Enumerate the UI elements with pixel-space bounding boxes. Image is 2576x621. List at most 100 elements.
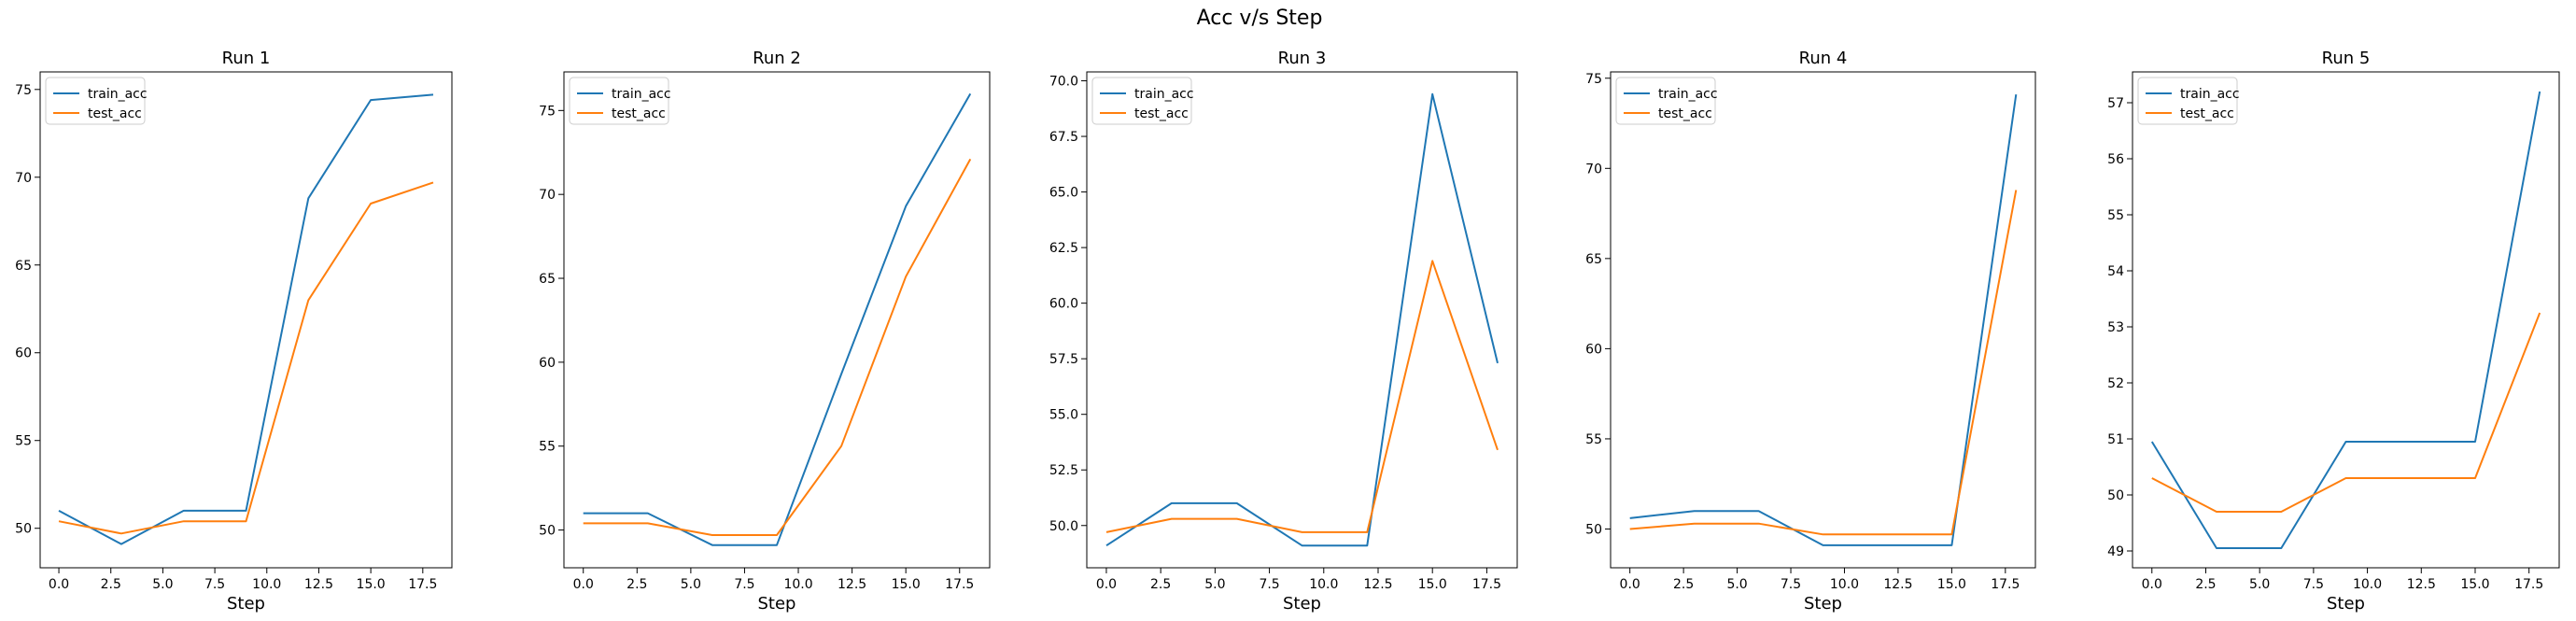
legend-label-train_acc: train_acc bbox=[1134, 87, 1194, 102]
chart-panel-4: Run 4 0.0 2.5 5.0 7.5 10.0 12.5 15.0 17.5 50 55 60 6… bbox=[1585, 49, 2036, 614]
y-tick-label: 51 bbox=[2107, 432, 2124, 447]
panel-title: Run 5 bbox=[2322, 49, 2371, 68]
x-tick-label: 17.5 bbox=[945, 577, 974, 592]
x-tick-label: 0.0 bbox=[573, 577, 594, 592]
legend: train_acc test_acc bbox=[45, 77, 148, 125]
figure-title: Acc v/s Step bbox=[1197, 7, 1323, 30]
legend-label-train_acc: train_acc bbox=[1658, 87, 1718, 102]
legend-label-test_acc: test_acc bbox=[1658, 106, 1712, 121]
legend-label-test_acc: test_acc bbox=[2180, 106, 2234, 121]
plot-area-frame bbox=[563, 71, 991, 569]
series-line-test_acc bbox=[2151, 312, 2541, 513]
y-tick-label: 57 bbox=[2107, 96, 2124, 111]
series-line-train_acc bbox=[1105, 92, 1499, 547]
y-tick-label: 70 bbox=[15, 171, 32, 186]
x-axis-title: Step bbox=[2327, 594, 2365, 614]
y-tick-label: 60 bbox=[15, 346, 32, 361]
x-tick-label: 0.0 bbox=[49, 577, 69, 592]
x-tick-label: 10.0 bbox=[252, 577, 281, 592]
legend-label-test_acc: test_acc bbox=[88, 106, 142, 121]
y-tick-label: 56 bbox=[2107, 152, 2124, 167]
plot-area-frame bbox=[1086, 71, 1518, 569]
series-line-test_acc bbox=[1105, 260, 1499, 533]
y-tick-label: 49 bbox=[2107, 544, 2124, 559]
x-tick-label: 17.5 bbox=[2514, 577, 2543, 592]
x-tick-label: 17.5 bbox=[1991, 577, 2020, 592]
y-tick-label: 50 bbox=[15, 522, 32, 537]
x-tick-label: 12.5 bbox=[1883, 577, 1912, 592]
y-tick-label: 75 bbox=[1585, 72, 1602, 87]
y-tick-label: 70 bbox=[539, 188, 556, 203]
x-tick-label: 15.0 bbox=[2460, 577, 2489, 592]
chart-panel-1: Run 1 0.0 2.5 5.0 7.5 10.0 12.5 15.0 17.5 50 55 60 6… bbox=[15, 49, 453, 614]
y-tick-label: 55 bbox=[15, 434, 32, 449]
series-line-train_acc bbox=[583, 92, 972, 546]
x-tick-label: 12.5 bbox=[838, 577, 866, 592]
chart-panel-5: Run 5 0.0 2.5 5.0 7.5 10.0 12.5 15.0 17.5 49 50 51 5… bbox=[2107, 49, 2560, 614]
x-tick-label: 12.5 bbox=[2407, 577, 2436, 592]
x-tick-label: 17.5 bbox=[1472, 577, 1501, 592]
x-tick-label: 10.0 bbox=[2353, 577, 2382, 592]
legend: train_acc test_acc bbox=[1091, 77, 1194, 125]
y-tick-label: 54 bbox=[2107, 264, 2124, 279]
chart-panel-2: Run 2 0.0 2.5 5.0 7.5 10.0 12.5 15.0 17.5 50 55 60 6… bbox=[539, 49, 991, 614]
y-tick-label: 50 bbox=[1585, 522, 1602, 537]
x-tick-label: 2.5 bbox=[2195, 577, 2216, 592]
x-tick-label: 12.5 bbox=[1363, 577, 1392, 592]
chart-panel-3: Run 3 0.0 2.5 5.0 7.5 10.0 12.5 15.0 17.5 50.0 52.… bbox=[1049, 49, 1518, 614]
y-tick-label: 55 bbox=[1585, 432, 1602, 447]
x-tick-label: 7.5 bbox=[1259, 577, 1279, 592]
y-tick-label: 55.0 bbox=[1049, 408, 1078, 423]
legend: train_acc test_acc bbox=[1615, 77, 1718, 125]
plot-area-frame bbox=[1610, 71, 2036, 569]
legend-label-train_acc: train_acc bbox=[2180, 87, 2240, 102]
x-axis-title: Step bbox=[227, 594, 265, 614]
y-tick-label: 62.5 bbox=[1049, 241, 1078, 256]
series-line-train_acc bbox=[2150, 91, 2541, 549]
y-tick-label: 70.0 bbox=[1049, 75, 1078, 90]
x-tick-label: 0.0 bbox=[2142, 577, 2162, 592]
x-tick-label: 15.0 bbox=[1418, 577, 1447, 592]
x-axis-title: Step bbox=[1283, 594, 1321, 614]
x-tick-label: 15.0 bbox=[892, 577, 921, 592]
x-axis-title: Step bbox=[1804, 594, 1842, 614]
legend-label-test_acc: test_acc bbox=[1134, 106, 1189, 121]
legend-label-test_acc: test_acc bbox=[612, 106, 666, 121]
x-tick-label: 7.5 bbox=[204, 577, 225, 592]
x-tick-label: 5.0 bbox=[681, 577, 701, 592]
legend: train_acc test_acc bbox=[2137, 77, 2240, 125]
y-tick-label: 65 bbox=[1585, 252, 1602, 267]
y-tick-label: 67.5 bbox=[1049, 130, 1078, 145]
x-tick-label: 0.0 bbox=[1620, 577, 1640, 592]
series-line-train_acc bbox=[58, 93, 434, 545]
y-tick-label: 50.0 bbox=[1049, 519, 1078, 534]
x-tick-label: 2.5 bbox=[1673, 577, 1694, 592]
x-tick-label: 10.0 bbox=[1830, 577, 1859, 592]
x-tick-label: 10.0 bbox=[783, 577, 812, 592]
y-tick-label: 60.0 bbox=[1049, 297, 1078, 312]
legend-label-train_acc: train_acc bbox=[612, 87, 671, 102]
x-tick-label: 10.0 bbox=[1309, 577, 1338, 592]
x-tick-label: 2.5 bbox=[626, 577, 647, 592]
y-tick-label: 75 bbox=[15, 83, 32, 98]
y-tick-label: 60 bbox=[1585, 342, 1602, 357]
series-line-test_acc bbox=[1629, 190, 2018, 536]
x-tick-label: 5.0 bbox=[1204, 577, 1225, 592]
y-tick-label: 50 bbox=[2107, 488, 2124, 503]
y-tick-label: 65.0 bbox=[1049, 186, 1078, 201]
panel-title: Run 1 bbox=[222, 49, 271, 68]
y-tick-label: 50 bbox=[539, 524, 556, 539]
y-tick-label: 57.5 bbox=[1049, 352, 1078, 367]
legend-label-train_acc: train_acc bbox=[88, 87, 148, 102]
y-tick-label: 52.5 bbox=[1049, 463, 1078, 478]
x-tick-label: 0.0 bbox=[1096, 577, 1117, 592]
y-tick-label: 70 bbox=[1585, 162, 1602, 176]
y-tick-label: 60 bbox=[539, 356, 556, 371]
x-tick-label: 5.0 bbox=[1726, 577, 1747, 592]
plot-area-frame bbox=[2132, 71, 2560, 569]
chart-panels: Run 1 0.0 2.5 5.0 7.5 10.0 12.5 15.0 17.5 50 55 60 6… bbox=[15, 49, 2560, 614]
x-tick-label: 5.0 bbox=[2249, 577, 2270, 592]
x-tick-label: 7.5 bbox=[734, 577, 754, 592]
y-tick-label: 65 bbox=[15, 259, 32, 274]
